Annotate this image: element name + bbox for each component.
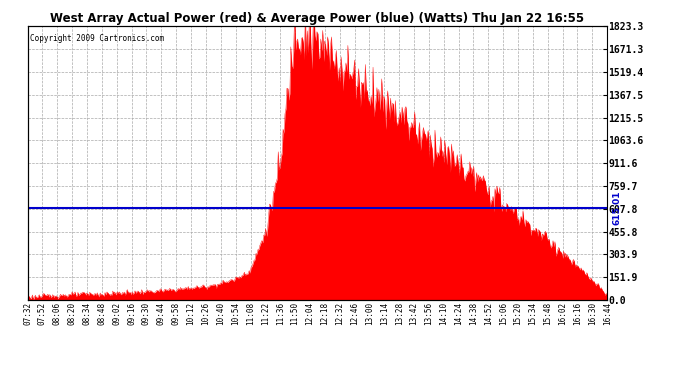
Text: 615.01: 615.01 [613, 190, 622, 225]
Text: Copyright 2009 Cartronics.com: Copyright 2009 Cartronics.com [30, 34, 165, 44]
Title: West Array Actual Power (red) & Average Power (blue) (Watts) Thu Jan 22 16:55: West Array Actual Power (red) & Average … [50, 12, 584, 25]
